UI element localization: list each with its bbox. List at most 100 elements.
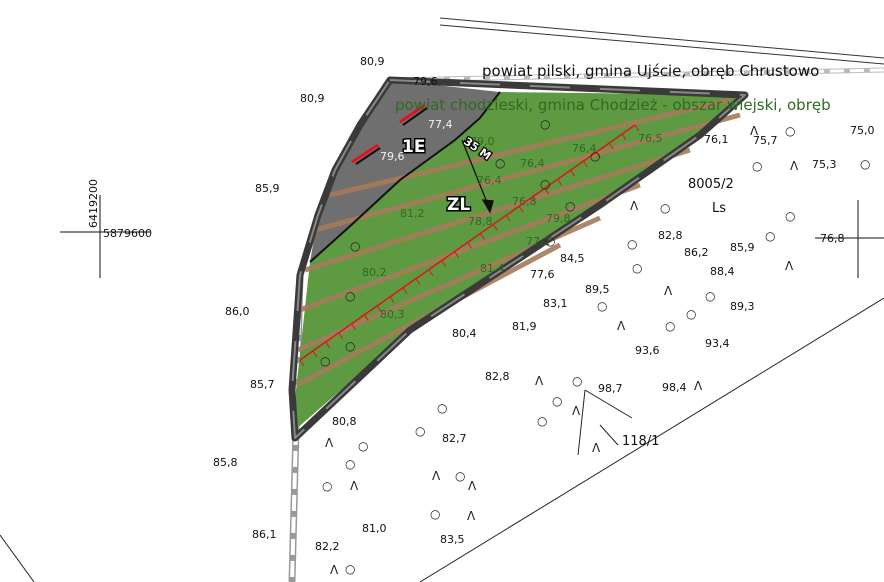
spot-height: 79,0 xyxy=(470,135,495,148)
spot-height: 80,9 xyxy=(300,92,325,105)
spot-height: 98,7 xyxy=(598,382,623,395)
spot-height: 76,1 xyxy=(704,133,729,146)
tree-symbol-icon: ○ xyxy=(590,149,600,163)
parcel-use: Ls xyxy=(712,201,726,216)
spot-height: 89,3 xyxy=(730,300,755,313)
forest-symbol-icon: Λ xyxy=(325,436,334,450)
spot-height: 83,5 xyxy=(440,533,465,546)
spot-height: 80,9 xyxy=(360,55,385,68)
tree-symbol-icon: ○ xyxy=(765,229,775,243)
spot-height: 82,8 xyxy=(485,370,510,383)
forest-symbol-icon: Λ xyxy=(592,441,601,455)
spot-height: 81,2 xyxy=(400,207,425,220)
admin-label-south: powiat chodzieski, gmina Chodzież - obsz… xyxy=(395,96,831,114)
parcel-number-2: 118/1 xyxy=(622,434,659,449)
tree-symbol-icon: ○ xyxy=(686,307,696,321)
parcel-number: 8005/2 xyxy=(688,177,734,192)
spot-height: 77,6 xyxy=(530,268,555,281)
tree-symbol-icon: ○ xyxy=(537,414,547,428)
tree-symbol-icon: ○ xyxy=(552,394,562,408)
spot-height: 77,4 xyxy=(428,118,453,131)
spot-height: 85,9 xyxy=(730,241,755,254)
tree-symbol-icon: ○ xyxy=(627,237,637,251)
spot-height: 76,8 xyxy=(512,195,537,208)
spot-height: 86,0 xyxy=(225,305,250,318)
forest-symbol-icon: Λ xyxy=(617,319,626,333)
forest-symbol-icon: Λ xyxy=(350,479,359,493)
forest-symbol-icon: Λ xyxy=(468,479,477,493)
tree-symbol-icon: ○ xyxy=(660,201,670,215)
spot-height: 75,0 xyxy=(850,124,875,137)
forest-symbol-icon: Λ xyxy=(694,379,703,393)
spot-height: 81,9 xyxy=(512,320,537,333)
tree-symbol-icon: ○ xyxy=(345,457,355,471)
tree-symbol-icon: ○ xyxy=(705,289,715,303)
admin-label-north: powiat pilski, gmina Ujście, obręb Chrus… xyxy=(482,62,819,80)
spot-height: 79,8 xyxy=(546,212,571,225)
spot-height: 75,3 xyxy=(812,158,837,171)
spot-height: 82,8 xyxy=(658,229,683,242)
spot-height: 76,8 xyxy=(820,232,845,245)
forest-symbol-icon: Λ xyxy=(664,284,673,298)
tree-symbol-icon: ○ xyxy=(320,354,330,368)
tree-symbol-icon: ○ xyxy=(345,562,355,576)
tree-symbol-icon: ○ xyxy=(752,159,762,173)
tree-symbol-icon: ○ xyxy=(565,199,575,213)
spot-height: 80,8 xyxy=(332,415,357,428)
spot-height: 82,2 xyxy=(315,540,340,553)
tree-symbol-icon: ○ xyxy=(785,209,795,223)
spot-height: 85,9 xyxy=(255,182,280,195)
forest-symbol-icon: Λ xyxy=(467,509,476,523)
tree-symbol-icon: ○ xyxy=(540,117,550,131)
tree-symbol-icon: ○ xyxy=(860,157,870,171)
spot-height: 81,4 xyxy=(480,262,505,275)
spot-height: 93,6 xyxy=(635,344,660,357)
tree-symbol-icon: ○ xyxy=(350,239,360,253)
spot-height: 89,5 xyxy=(585,283,610,296)
tree-symbol-icon: ○ xyxy=(415,424,425,438)
tree-symbol-icon: ○ xyxy=(632,261,642,275)
tree-symbol-icon: ○ xyxy=(572,374,582,388)
tree-symbol-icon: ○ xyxy=(437,401,447,415)
spot-height: 78,8 xyxy=(468,215,493,228)
spot-height: 98,4 xyxy=(662,381,687,394)
tree-symbol-icon: ○ xyxy=(358,439,368,453)
tree-symbol-icon: ○ xyxy=(665,319,675,333)
tree-symbol-icon: ○ xyxy=(597,299,607,313)
forest-symbol-icon: Λ xyxy=(330,563,339,577)
forest-symbol-icon: Λ xyxy=(630,199,639,213)
forest-symbol-icon: Λ xyxy=(750,124,759,138)
spot-height: 80,3 xyxy=(380,308,405,321)
spot-height: 85,7 xyxy=(250,378,275,391)
coord-x-label: 6419200 xyxy=(87,179,100,228)
spot-height: 79,6 xyxy=(380,150,405,163)
spot-height: 83,1 xyxy=(543,297,568,310)
forest-symbol-icon: Λ xyxy=(785,259,794,273)
area-zl-label: ZL xyxy=(447,195,470,215)
spot-height: 76,4 xyxy=(477,174,502,187)
tree-symbol-icon: ○ xyxy=(430,507,440,521)
spot-height: 84,5 xyxy=(560,252,585,265)
tree-symbol-icon: ○ xyxy=(345,339,355,353)
tree-symbol-icon: ○ xyxy=(455,469,465,483)
spot-height: 79,6 xyxy=(413,75,438,88)
tree-symbol-icon: ○ xyxy=(540,177,550,191)
area-1e-label: 1E xyxy=(402,137,425,157)
spot-height: 86,2 xyxy=(684,246,709,259)
coord-y-label: 5879600 xyxy=(103,227,152,240)
spot-height: 88,4 xyxy=(710,265,735,278)
spot-height: 82,7 xyxy=(442,432,467,445)
tree-symbol-icon: ○ xyxy=(345,289,355,303)
spot-height: 93,4 xyxy=(705,337,730,350)
tree-symbol-icon: ○ xyxy=(785,124,795,138)
spot-height: 81,0 xyxy=(362,522,387,535)
spot-height: 86,1 xyxy=(252,528,277,541)
forest-symbol-icon: Λ xyxy=(535,374,544,388)
spot-height: 80,2 xyxy=(362,266,387,279)
forest-symbol-icon: Λ xyxy=(790,159,799,173)
tree-symbol-icon: ○ xyxy=(322,479,332,493)
spot-height: 76,4 xyxy=(520,157,545,170)
tree-symbol-icon: ○ xyxy=(495,156,505,170)
spot-height: 85,8 xyxy=(213,456,238,469)
